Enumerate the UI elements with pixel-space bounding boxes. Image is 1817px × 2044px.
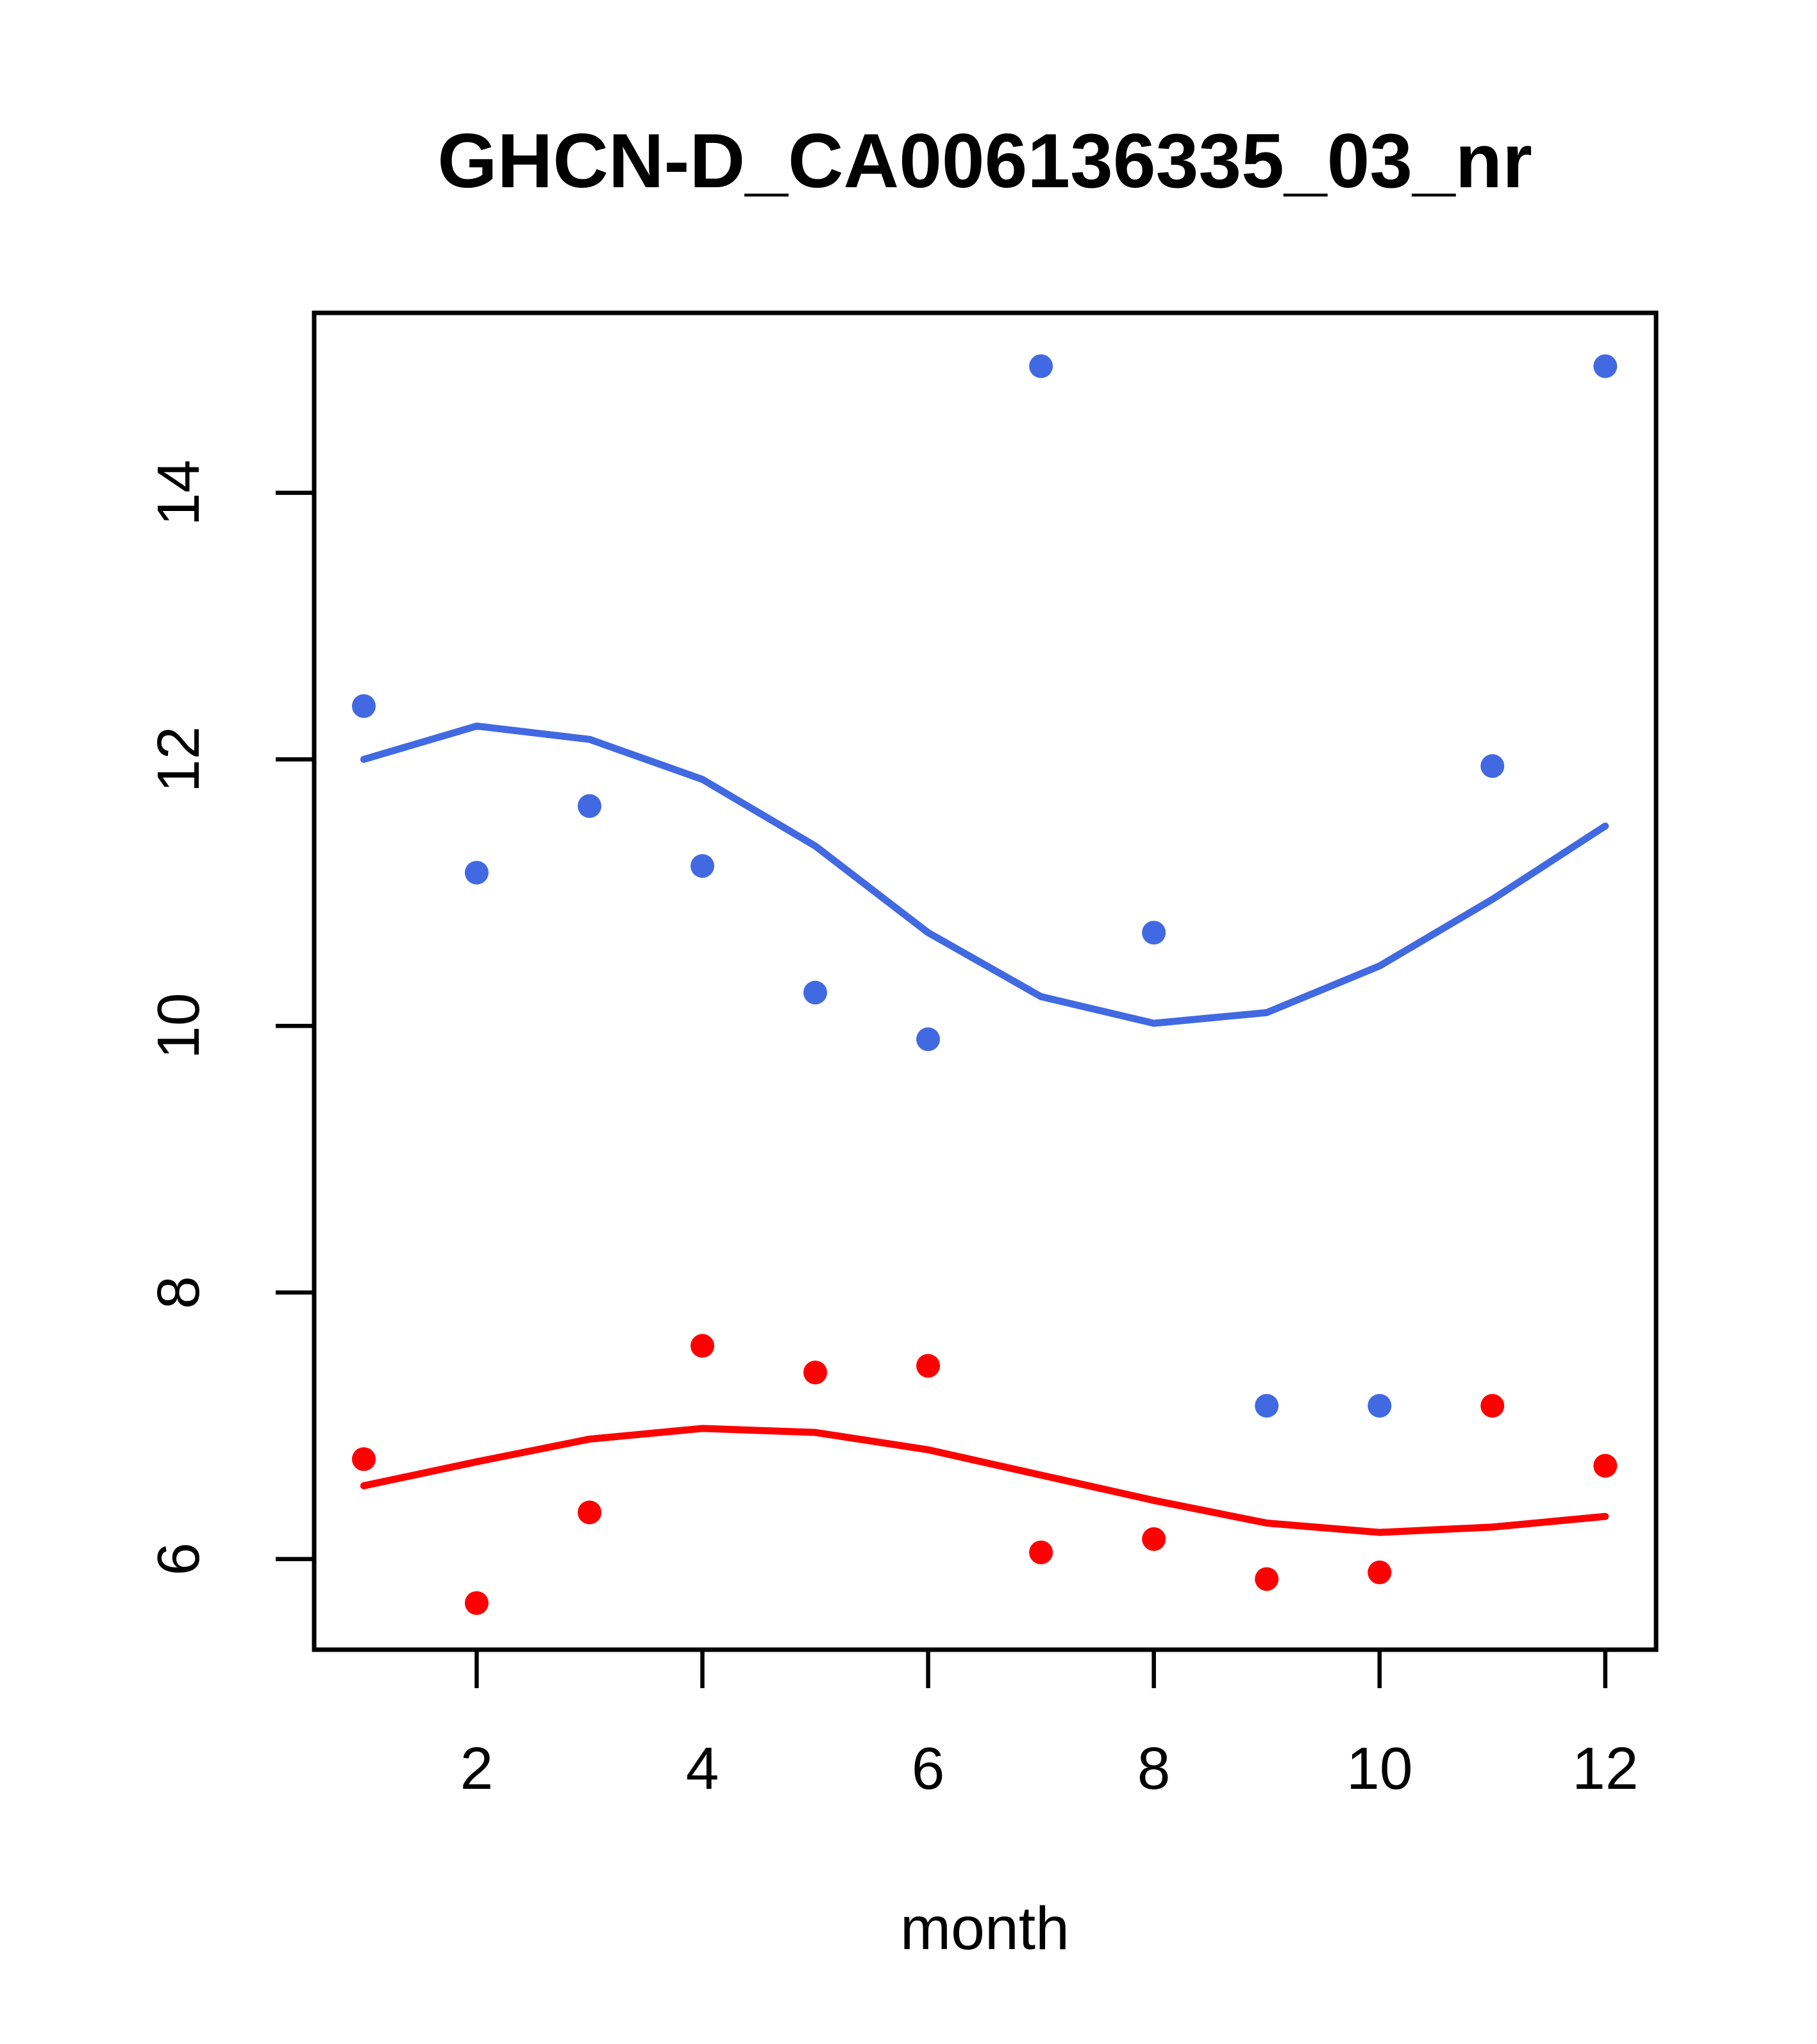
blue-observations-point	[1142, 921, 1166, 945]
blue-smooth-line	[360, 722, 1609, 1027]
blue-observations-point	[1029, 354, 1053, 378]
x-tick-label: 8	[1137, 1735, 1171, 1802]
x-tick-label: 12	[1572, 1735, 1638, 1802]
red-observations-point	[803, 1361, 828, 1385]
blue-observations-point	[1593, 354, 1618, 378]
blue-observations-point	[1255, 1394, 1279, 1418]
blue-observations-point	[351, 694, 376, 718]
blue-observations	[351, 354, 1618, 1418]
plot-box	[312, 310, 1659, 1652]
blue-observations-point	[1480, 754, 1505, 778]
blue-observations-point	[691, 854, 715, 878]
blue-smooth-line-path	[360, 722, 1609, 1027]
red-observations-point	[1029, 1540, 1053, 1564]
blue-observations-point	[1368, 1394, 1392, 1418]
red-observations-point	[1368, 1560, 1392, 1584]
y-tick-label: 12	[145, 726, 212, 792]
red-observations-point	[1142, 1527, 1166, 1551]
red-observations-point	[1255, 1567, 1279, 1591]
red-observations-point	[691, 1334, 715, 1358]
blue-observations-point	[578, 794, 602, 818]
y-axis: 6 8 10 12 14	[145, 460, 314, 1576]
y-tick-label: 10	[145, 993, 212, 1059]
series-layer	[351, 354, 1618, 1615]
chart-title: GHCN-D_CA006136335_03_nr	[437, 118, 1532, 204]
red-observations-point	[1480, 1394, 1505, 1418]
y-tick-label: 14	[145, 460, 212, 526]
blue-observations-point	[464, 860, 489, 885]
x-tick-label: 10	[1346, 1735, 1412, 1802]
x-axis-label: month	[900, 1895, 1069, 1963]
red-smooth-line	[360, 1425, 1609, 1536]
red-observations-point	[578, 1500, 602, 1525]
y-tick-label: 6	[145, 1543, 212, 1576]
red-smooth-line-path	[360, 1425, 1609, 1536]
red-observations-point	[464, 1591, 489, 1615]
x-tick-label: 6	[912, 1735, 945, 1802]
y-tick-label: 8	[145, 1276, 212, 1309]
red-observations-point	[1593, 1453, 1618, 1478]
blue-observations-point	[916, 1027, 941, 1051]
x-axis: 2 4 6 8 10 12	[460, 1650, 1639, 1802]
red-observations	[351, 1334, 1618, 1615]
red-observations-point	[351, 1447, 376, 1471]
x-tick-label: 2	[460, 1735, 494, 1802]
red-observations-point	[916, 1353, 941, 1378]
blue-observations-point	[803, 980, 828, 1005]
x-tick-label: 4	[686, 1735, 719, 1802]
